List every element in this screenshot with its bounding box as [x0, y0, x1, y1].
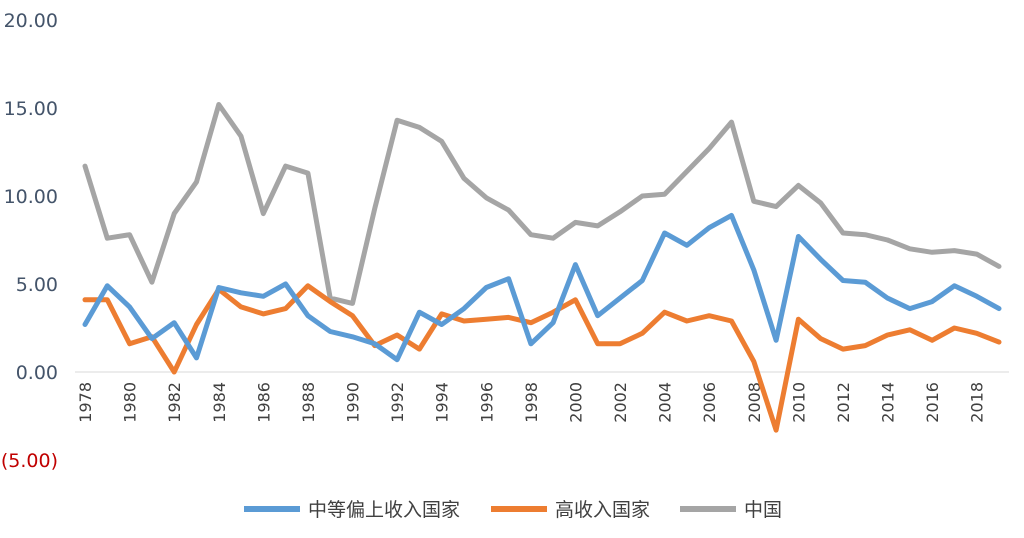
- x-tick-label: 2000: [566, 382, 585, 423]
- x-tick-label: 2010: [789, 382, 808, 423]
- x-tick-label: 1990: [344, 382, 363, 423]
- x-tick-label: 2006: [700, 382, 719, 423]
- x-tick-label: 1996: [477, 382, 496, 423]
- x-tick-label: 1992: [388, 382, 407, 423]
- x-tick-label: 2002: [611, 382, 630, 423]
- x-axis-tick-labels: 1978 1980 1982 1984 1986 1988 1990 1992 1994 1996…: [76, 382, 987, 423]
- x-tick-label: 1994: [433, 382, 452, 423]
- y-tick-label: 20.00: [4, 10, 58, 32]
- series-lines: [82, 102, 1002, 433]
- x-tick-label: 1980: [121, 382, 140, 423]
- y-tick-label: 5.00: [16, 274, 58, 296]
- y-tick-label: 15.00: [4, 98, 58, 120]
- legend: 中等偏上收入国家 高收入国家 中国: [244, 499, 782, 521]
- x-tick-label: 1986: [254, 382, 273, 423]
- y-axis-tick-labels: (5.00) 0.00 5.00 10.00 15.00 20.00: [1, 10, 58, 472]
- legend-label: 高收入国家: [555, 499, 650, 521]
- x-tick-label: 1988: [299, 382, 318, 423]
- legend-label: 中国: [744, 499, 782, 521]
- x-tick-label: 2012: [834, 382, 853, 423]
- legend-label: 中等偏上收入国家: [308, 499, 460, 521]
- x-tick-label: 1984: [210, 382, 229, 423]
- x-tick-label: 2014: [879, 382, 898, 423]
- y-tick-label: (5.00): [1, 450, 58, 472]
- y-tick-label: 0.00: [16, 362, 58, 384]
- x-tick-label: 1982: [165, 382, 184, 423]
- x-tick-label: 2016: [923, 382, 942, 423]
- y-tick-label: 10.00: [4, 186, 58, 208]
- x-tick-label: 2008: [745, 382, 764, 423]
- series-line: [82, 212, 1002, 363]
- x-tick-label: 1978: [76, 382, 95, 423]
- series-line: [82, 283, 1002, 433]
- series-line: [82, 102, 1002, 306]
- x-tick-label: 2004: [656, 382, 675, 423]
- x-tick-label: 1998: [522, 382, 541, 423]
- x-tick-label: 2018: [968, 382, 987, 423]
